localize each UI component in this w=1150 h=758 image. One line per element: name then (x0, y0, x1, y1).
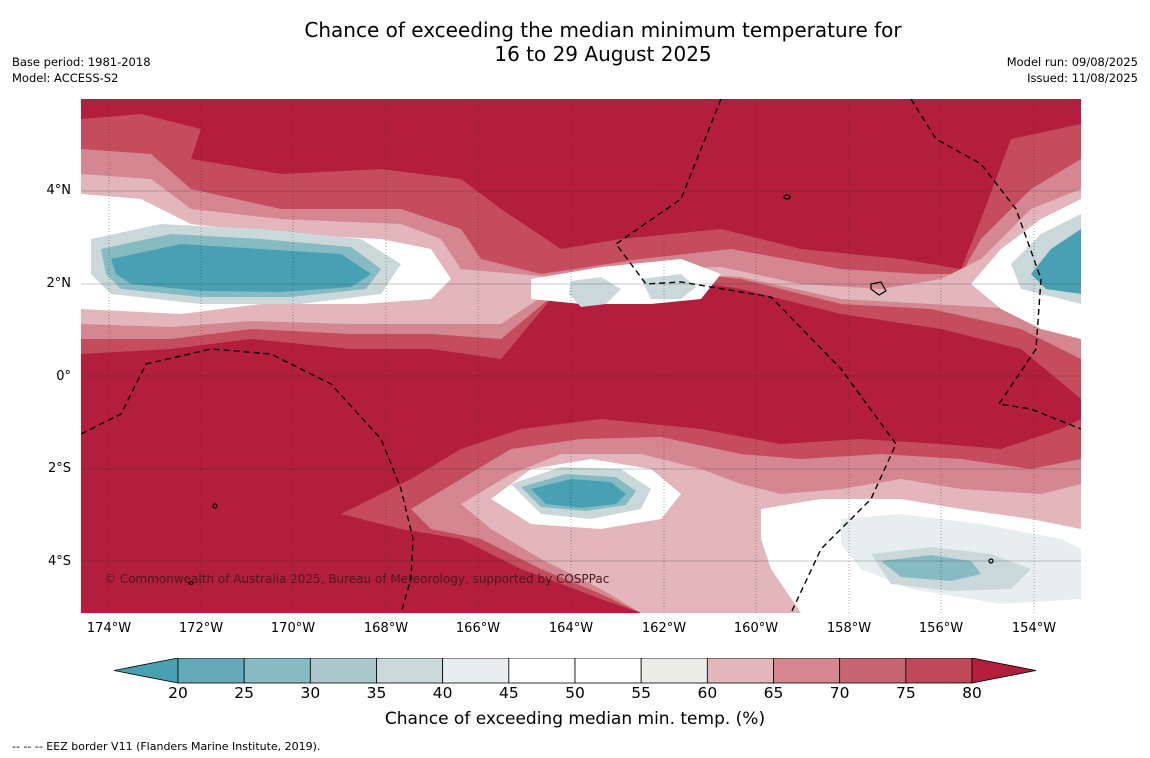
colorbar-tick-label: 30 (300, 684, 321, 702)
base-period: Base period: 1981-2018 (12, 55, 151, 69)
colorbar-tick-label: 50 (565, 684, 585, 702)
islands (188, 194, 994, 586)
lon-label-162w: 162°W (641, 621, 687, 636)
colorbar-high-arrow (971, 658, 1036, 684)
lon-label-172w: 172°W (178, 621, 224, 636)
meta-left: Base period: 1981-2018 Model: ACCESS-S2 (12, 54, 151, 86)
colorbar-segment (309, 658, 377, 684)
colorbar-tick-label: 45 (498, 684, 519, 702)
model-name: Model: ACCESS-S2 (12, 71, 119, 85)
colorbar-segment (839, 658, 907, 684)
colorbar-segment (442, 658, 510, 684)
colorbar-tick-label: 20 (168, 684, 188, 702)
lat-label-0: 0° (56, 369, 71, 384)
contour-low-north-central (569, 277, 621, 307)
colorbar-tick-label: 75 (895, 684, 916, 702)
title-line-2: 16 to 29 August 2025 (494, 42, 712, 66)
contour-south-low-3 (531, 479, 626, 508)
contour-south-low-6 (881, 555, 981, 581)
colorbar-tick-label: 55 (631, 684, 652, 702)
map-svg (81, 99, 1081, 613)
colorbar-tick-label: 65 (763, 684, 784, 702)
lat-label-4n: 4°N (46, 183, 72, 198)
colorbar-tick-label: 60 (697, 684, 718, 702)
colorbar-segment (640, 658, 708, 684)
colorbar-tick-label: 70 (829, 684, 850, 702)
lat-label-4s: 4°S (47, 554, 71, 569)
contour-low-northwest-3 (111, 244, 371, 292)
map-area (81, 99, 1081, 613)
colorbar-segment (905, 658, 973, 684)
lat-label-2s: 2°S (47, 461, 71, 476)
colorbar-segment (177, 658, 245, 684)
colorbar-segments (177, 658, 973, 684)
lon-label-158w: 158°W (826, 621, 872, 636)
title-line-1: Chance of exceeding the median minimum t… (304, 18, 902, 42)
graticule-lat (81, 190, 1081, 562)
lon-label-154w: 154°W (1011, 621, 1057, 636)
copyright-notice: © Commonwealth of Australia 2025, Bureau… (104, 572, 610, 586)
colorbar-tick-label: 80 (962, 684, 982, 702)
colorbar-segment (508, 658, 576, 684)
colorbar-tick-label: 25 (234, 684, 255, 702)
colorbar-tick-label: 35 (366, 684, 387, 702)
contour-low-northeast-2 (1031, 229, 1081, 294)
lat-label-2n: 2°N (46, 276, 72, 291)
lon-label-166w: 166°W (455, 621, 501, 636)
colorbar-segment (376, 658, 444, 684)
colorbar-segment (773, 658, 841, 684)
lon-label-170w: 170°W (270, 621, 316, 636)
colorbar-segment (706, 658, 774, 684)
meta-right: Model run: 09/08/2025 Issued: 11/08/2025 (1007, 54, 1138, 86)
colorbar-segment (243, 658, 311, 684)
lon-label-174w: 174°W (86, 621, 132, 636)
colorbar-low-arrow (114, 658, 179, 684)
colorbar-segment (574, 658, 642, 684)
contour-low-north-central-2 (641, 274, 696, 299)
lon-label-168w: 168°W (363, 621, 409, 636)
lon-label-156w: 156°W (918, 621, 964, 636)
map-title: Chance of exceeding the median minimum t… (200, 18, 1006, 66)
model-run: Model run: 09/08/2025 (1006, 55, 1138, 69)
lon-label-164w: 164°W (548, 621, 594, 636)
colorbar-tick-label: 40 (432, 684, 453, 702)
eez-borders (81, 99, 1081, 613)
eez-border-note: -- -- -- EEZ border V11 (Flanders Marine… (12, 740, 321, 753)
lon-label-160w: 160°W (733, 621, 779, 636)
colorbar-title: Chance of exceeding median min. temp. (%… (384, 709, 766, 729)
colorbar (114, 658, 1036, 684)
issued-date: Issued: 11/08/2025 (1027, 71, 1138, 85)
